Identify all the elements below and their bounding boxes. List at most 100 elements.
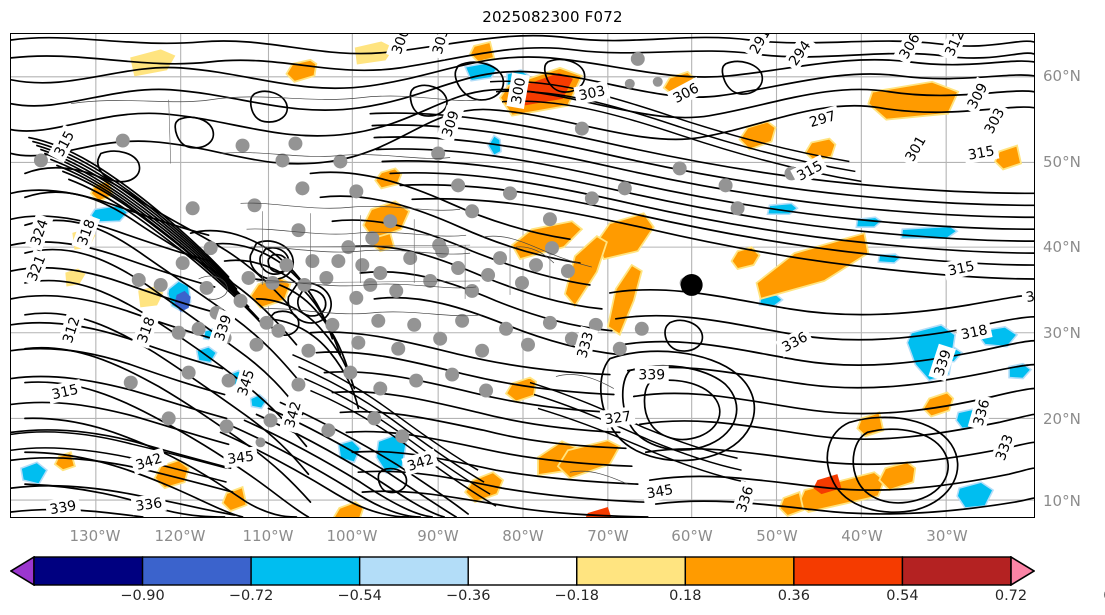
contour-label-33: 327 [599,406,636,429]
contour-label-40: 339 [44,495,82,517]
lon-tick-label-3: 100°W [326,527,378,545]
lon-tick-label-0: 130°W [69,527,121,545]
map-plot-area[interactable]: 300 303 291 294 306 312 309 303 300 303 309 297 306 3… [10,33,1035,518]
colorbar-extend-high [1010,556,1035,586]
lat-tick-label-0: 60°N [1043,67,1081,85]
svg-text:342: 342 [405,451,435,474]
contour-label-17: 324 [24,213,54,252]
contour-label-25: 333 [571,325,599,364]
contour-label-38: 333 [989,428,1019,467]
svg-text:339: 339 [638,368,665,384]
colorbar-extend-low [10,556,35,586]
contour-label-20: 315 [942,255,980,281]
svg-text:342: 342 [134,450,164,473]
svg-text:300: 300 [509,76,529,105]
contour-label-36: 345 [222,446,259,469]
colorbar-tick-label-9: 0.90 [1103,588,1105,604]
contour-label-7: 303 [978,101,1010,140]
lat-tick-label-1: 50°N [1043,153,1081,171]
colorbar-segment-2 [250,556,361,586]
svg-text:336: 336 [135,495,164,515]
contour-label-27: 318 [955,319,993,345]
colorbar-segment-4 [467,556,578,586]
lat-tick-label-3: 30°N [1043,324,1081,342]
contour-label-23: 318 [131,310,160,349]
colorbar-tick-label-0: −0.90 [120,588,165,604]
page-title: 2025082300 F072 [482,8,623,26]
svg-text:318: 318 [960,322,989,343]
svg-text:318: 318 [75,217,99,247]
svg-text:333: 333 [993,432,1017,462]
shading-positive-deep [515,72,842,517]
svg-text:345: 345 [235,368,258,398]
lon-tick-label-7: 60°W [671,527,713,545]
svg-text:303: 303 [577,83,606,104]
contour-label-11: 297 [803,105,842,132]
lon-tick-label-9: 40°W [841,527,883,545]
lon-tick-label-6: 70°W [587,527,629,545]
colorbar-tick-label-3: −0.36 [446,588,491,604]
lon-tick-label-2: 110°W [242,527,294,545]
contour-label-26: 336 [775,325,814,358]
contour-label-21: 333 [1020,283,1034,307]
colorbar-tick-label-1: −0.72 [228,588,274,604]
contour-label-8: 300 [506,72,530,109]
lat-tick-label-2: 40°N [1043,238,1081,256]
svg-text:339: 339 [212,313,235,343]
lon-tick-label-4: 90°W [417,527,459,545]
contour-label-24: 339 [208,308,237,347]
colorbar-segment-1 [141,556,252,586]
colorbar-tick-label-5: 0.18 [669,588,702,604]
shading-negative [20,62,1033,509]
shading-positive [53,40,1023,517]
colorbar[interactable] [10,556,1035,586]
closed-center-marker [680,274,703,296]
svg-text:315: 315 [50,382,80,404]
colorbar-segment-6 [684,556,795,586]
contour-label-28: 315 [46,378,84,405]
contour-label-18: 318 [71,213,101,252]
contour-label-29: 339 [634,365,669,384]
svg-text:327: 327 [604,409,633,429]
svg-text:333: 333 [574,330,597,360]
colorbar-segment-0 [33,556,144,586]
svg-text:336: 336 [971,398,994,428]
contour-label-16: 315 [962,140,1000,165]
svg-text:339: 339 [49,498,78,517]
contour-label-42: 336 [730,480,759,517]
svg-text:312: 312 [60,315,83,345]
colorbar-segment-7 [793,556,904,586]
svg-text:315: 315 [967,143,996,163]
contour-label-3: 294 [782,34,817,72]
colorbar-svg [10,556,1035,586]
svg-text:339: 339 [931,348,954,378]
contour-label-32: 342 [279,395,306,434]
lon-tick-label-10: 30°W [926,527,968,545]
contour-label-22: 312 [57,310,85,349]
colorbar-tick-label-7: 0.54 [886,588,919,604]
colorbar-tick-label-4: −0.18 [554,588,599,604]
svg-text:303: 303 [430,34,452,56]
lon-tick-label-8: 50°W [756,527,798,545]
political-borders [168,99,551,299]
colorbar-tick-label-2: −0.54 [337,588,382,604]
svg-text:297: 297 [808,108,838,131]
contour-label-9: 303 [573,80,611,106]
svg-text:345: 345 [226,449,254,468]
svg-text:318: 318 [135,315,159,345]
contour-label-30: 339 [928,343,956,382]
colorbar-segment-5 [576,556,687,586]
svg-text:342: 342 [282,400,305,430]
contour-label-34: 336 [967,393,995,432]
svg-text:336: 336 [734,484,757,514]
lon-tick-label-1: 120°W [154,527,206,545]
contour-label-37: 342 [401,448,440,476]
contour-label-35: 342 [129,447,168,475]
contour-label-0: 300 [385,34,415,60]
colorbar-tick-label-6: 0.36 [777,588,811,604]
colorbar-segment-3 [358,556,469,586]
contour-label-39: 336 [130,492,167,516]
